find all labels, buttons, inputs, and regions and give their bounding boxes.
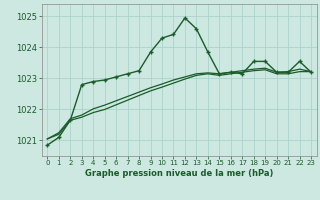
X-axis label: Graphe pression niveau de la mer (hPa): Graphe pression niveau de la mer (hPa): [85, 169, 273, 178]
